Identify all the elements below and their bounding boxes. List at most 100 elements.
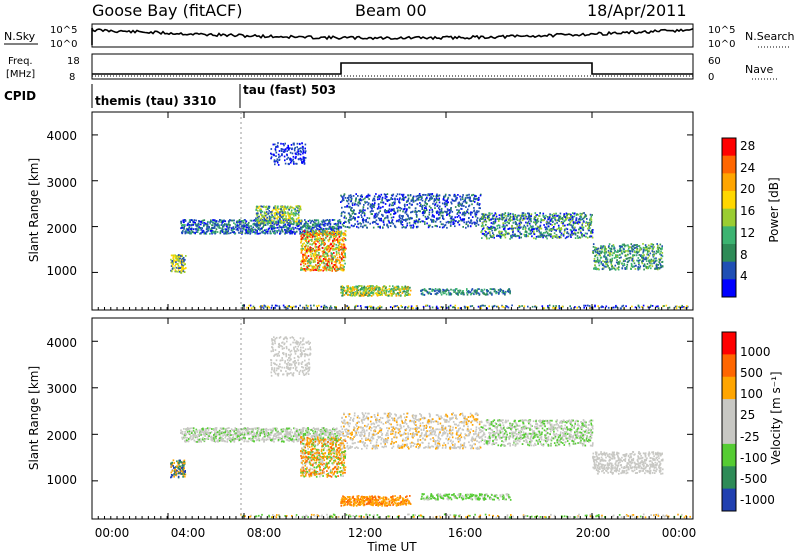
data-cell (531, 226, 534, 229)
data-cell (536, 225, 539, 228)
data-cell (336, 266, 339, 269)
data-cell (374, 216, 377, 219)
data-cell (331, 245, 334, 247)
data-cell (262, 220, 264, 222)
data-cell (355, 294, 358, 296)
data-cell (338, 234, 341, 236)
data-cell (304, 254, 307, 257)
data-cell (502, 223, 505, 226)
data-cell (388, 285, 391, 288)
data-cell (432, 202, 434, 205)
data-cell (389, 225, 392, 227)
data-cell (453, 291, 455, 293)
data-cell (180, 220, 182, 223)
data-cell (396, 207, 398, 210)
data-cell (610, 262, 612, 265)
data-cell (384, 287, 387, 290)
data-cell (474, 223, 476, 226)
data-cell (173, 267, 175, 269)
data-cell (397, 209, 399, 212)
data-cell (428, 291, 431, 294)
data-cell (497, 289, 500, 291)
data-cell (405, 220, 407, 222)
data-cell (480, 289, 483, 292)
data-cell (619, 248, 621, 251)
data-cell (633, 251, 636, 254)
data-cell (342, 247, 345, 250)
data-cell (493, 220, 496, 223)
data-cell (253, 231, 255, 233)
data-cell (433, 198, 436, 200)
data-cell (607, 251, 610, 254)
data-cell (360, 210, 363, 213)
data-cell (408, 221, 411, 224)
data-cell (401, 198, 403, 201)
data-cell (293, 214, 295, 217)
data-cell (287, 144, 289, 147)
data-cell (407, 291, 409, 294)
data-cell (438, 197, 440, 200)
data-cell (632, 254, 634, 257)
data-cell (378, 205, 380, 208)
data-cell (317, 240, 319, 243)
data-cell (172, 255, 175, 258)
data-cell (369, 203, 372, 206)
data-cell (227, 223, 230, 226)
data-cell (544, 231, 547, 234)
data-cell (550, 233, 552, 236)
data-cell (574, 229, 577, 232)
data-cell (337, 239, 339, 242)
data-cell (362, 286, 365, 289)
data-cell (470, 200, 472, 202)
data-cell (629, 250, 632, 252)
data-cell (304, 229, 306, 232)
data-cell (351, 202, 354, 205)
data-cell (238, 219, 241, 221)
data-cell (297, 225, 300, 227)
data-cell (304, 246, 307, 249)
data-cell (299, 228, 301, 231)
data-cell (216, 225, 219, 228)
data-cell (346, 288, 349, 291)
data-cell (265, 208, 268, 211)
data-cell (403, 288, 406, 290)
data-cell (544, 217, 546, 220)
data-cell (290, 232, 293, 234)
data-cell (343, 222, 345, 224)
data-cell (199, 227, 202, 229)
data-cell (524, 213, 527, 216)
data-cell (438, 288, 441, 291)
data-cell (452, 221, 454, 223)
data-cell (606, 263, 609, 266)
data-cell (494, 220, 497, 223)
data-cell (300, 244, 303, 247)
data-cell (520, 222, 522, 224)
data-cell (226, 231, 229, 234)
data-cell (578, 236, 581, 239)
data-cell (254, 220, 257, 222)
data-cell (299, 232, 301, 235)
data-cell (325, 232, 328, 234)
data-cell (340, 288, 343, 291)
data-cell (385, 198, 388, 201)
data-cell (221, 229, 223, 232)
data-cell (190, 219, 193, 221)
data-cell (315, 243, 317, 245)
data-cell (628, 246, 631, 248)
data-cell (460, 219, 463, 222)
data-cell (562, 222, 564, 225)
data-cell (423, 193, 425, 196)
data-cell (342, 249, 344, 252)
data-cell (391, 288, 393, 291)
data-cell (643, 247, 646, 249)
data-cell (289, 223, 291, 226)
data-cell (403, 204, 406, 206)
data-cell (505, 305, 507, 307)
data-cell (590, 232, 592, 235)
data-cell (323, 220, 325, 223)
data-cell (517, 228, 520, 230)
data-cell (501, 230, 503, 233)
data-cell (279, 155, 281, 158)
data-cell (379, 225, 381, 228)
data-cell (174, 254, 176, 257)
